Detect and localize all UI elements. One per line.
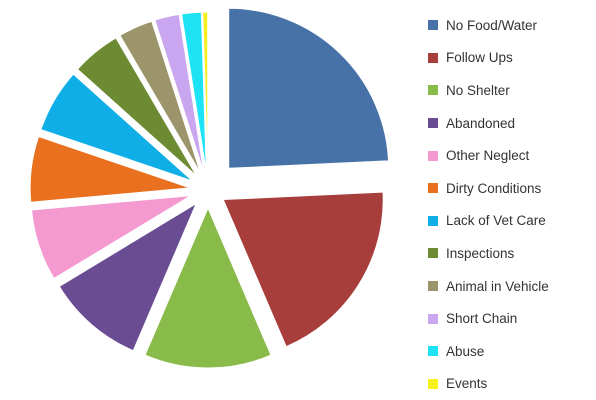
legend-item: Short Chain xyxy=(428,302,549,335)
pie-slice-7 xyxy=(76,37,198,177)
pie-chart xyxy=(29,7,390,369)
chart-area: No Food/Water Follow Ups No Shelter Abandon… xyxy=(29,7,549,391)
legend: No Food/Water Follow Ups No Shelter Abandon… xyxy=(428,9,549,400)
pie-slice-2 xyxy=(144,206,272,369)
legend-item: Lack of Vet Care xyxy=(428,205,549,238)
legend-item: Abandoned xyxy=(428,107,549,140)
legend-label: Abandoned xyxy=(446,115,516,131)
legend-swatch xyxy=(428,52,438,63)
legend-item: No Shelter xyxy=(428,74,549,107)
legend-label: Events xyxy=(446,376,488,392)
legend-swatch xyxy=(428,183,438,194)
legend-label: Lack of Vet Care xyxy=(446,213,546,229)
legend-swatch xyxy=(428,20,438,31)
legend-label: No Shelter xyxy=(446,82,510,98)
legend-swatch xyxy=(428,313,438,324)
legend-label: Other Neglect xyxy=(446,148,530,164)
legend-item: Follow Ups xyxy=(428,42,549,75)
legend-swatch xyxy=(428,378,438,389)
pie-slice-11 xyxy=(202,11,209,173)
legend-item: Events xyxy=(428,368,549,400)
pie-slice-1 xyxy=(222,191,384,348)
pie-slice-5 xyxy=(29,135,191,203)
legend-item: Other Neglect xyxy=(428,139,549,172)
legend-item: Abuse xyxy=(428,335,549,368)
legend-label: Dirty Conditions xyxy=(446,180,542,196)
legend-swatch xyxy=(428,215,438,226)
legend-label: Animal in Vehicle xyxy=(446,278,549,294)
pie-slice-8 xyxy=(119,20,202,174)
pie-slice-9 xyxy=(154,13,205,173)
pie-slice-6 xyxy=(40,73,193,182)
legend-label: Inspections xyxy=(446,245,515,261)
legend-swatch xyxy=(428,118,438,129)
legend-item: Animal in Vehicle xyxy=(428,270,549,303)
legend-swatch xyxy=(428,85,438,96)
pie-slice-0 xyxy=(228,7,390,169)
legend-swatch xyxy=(428,281,438,292)
legend-item: Inspections xyxy=(428,237,549,270)
legend-item: No Food/Water xyxy=(428,9,549,42)
legend-label: Follow Ups xyxy=(446,50,513,66)
legend-label: Short Chain xyxy=(446,311,518,327)
legend-item: Dirty Conditions xyxy=(428,172,549,205)
legend-swatch xyxy=(428,150,438,161)
legend-swatch xyxy=(428,346,438,357)
legend-label: Abuse xyxy=(446,343,485,359)
legend-label: No Food/Water xyxy=(446,17,538,33)
pie-slice-4 xyxy=(31,195,192,280)
legend-swatch xyxy=(428,248,438,259)
pie-slice-3 xyxy=(58,202,198,352)
pie-slice-10 xyxy=(180,11,207,173)
